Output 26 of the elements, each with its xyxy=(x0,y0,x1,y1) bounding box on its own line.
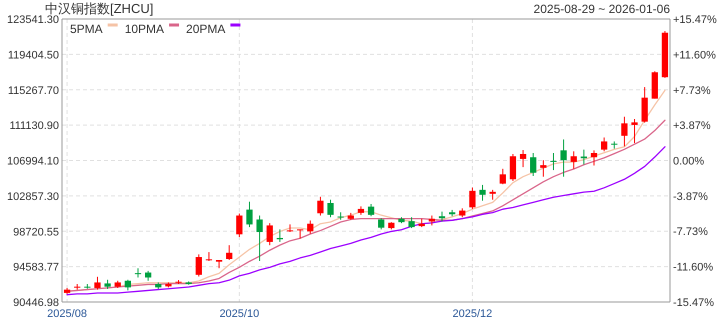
y2-tick-label: +7.73% xyxy=(673,84,711,97)
x-tick-label: 2025/10 xyxy=(219,308,260,320)
x-tick-label: 2025/08 xyxy=(47,308,87,320)
y2-tick-label: -7.73% xyxy=(673,226,708,238)
y2-tick-label: -15.47% xyxy=(673,297,714,309)
legend-label: 10PMA xyxy=(124,22,164,36)
y-tick-label: 115267.70 xyxy=(8,84,59,97)
y-tick-label: 111130.90 xyxy=(9,120,59,132)
y2-tick-label: +11.60% xyxy=(673,49,716,62)
legend-label: 5PMA xyxy=(70,22,103,36)
y-tick-label: 102857.30 xyxy=(7,190,59,203)
y-tick-label: 94583.77 xyxy=(13,262,59,274)
x-tick-label: 2025/12 xyxy=(452,308,492,320)
chart-subtitle: 2025-08-29 ~ 2026-01-06 xyxy=(534,2,670,16)
y2-tick-label: +15.47% xyxy=(673,14,717,26)
y-tick-label: 123541.30 xyxy=(7,14,59,26)
y2-tick-label: -3.87% xyxy=(673,190,708,203)
y-tick-label: 90446.98 xyxy=(13,297,59,309)
y2-tick-label: -11.60% xyxy=(673,262,714,274)
legend-label: 20PMA xyxy=(186,22,226,36)
y-tick-label: 106994.10 xyxy=(7,156,59,168)
y2-tick-label: 0.00% xyxy=(673,156,704,168)
y-tick-label: 119404.50 xyxy=(8,49,59,62)
y-tick-label: 98720.55 xyxy=(13,226,59,238)
chart-title: 中汉铜指数[ZHCU] xyxy=(45,1,154,16)
y2-tick-label: +3.87% xyxy=(673,120,711,132)
